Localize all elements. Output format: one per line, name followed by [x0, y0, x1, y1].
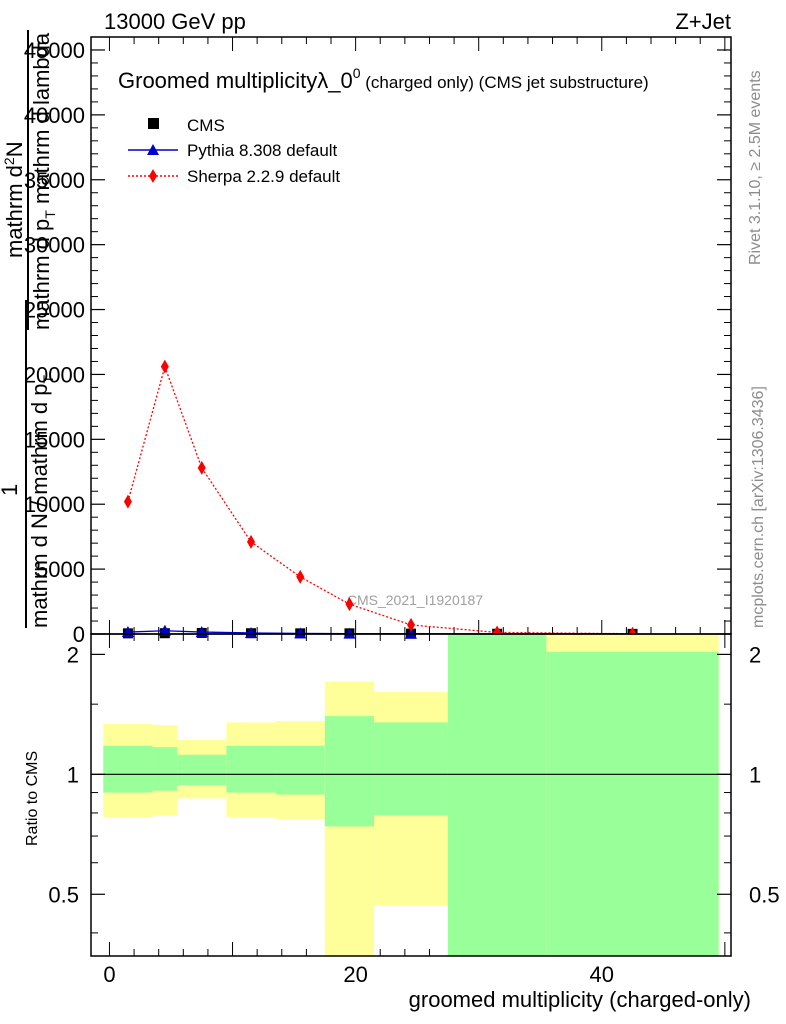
legend-label-pythia: Pythia 8.308 default	[187, 141, 338, 160]
main-ylabel: mathrm d2N mathrm d pT mathrm d lambda 1…	[0, 30, 58, 628]
ylabel-prefactor-num: 1	[0, 484, 22, 496]
ratio-ytick-label-right: 0.5	[749, 882, 780, 907]
ylabel-denominator: mathrm d pT mathrm d lambda	[29, 32, 58, 330]
pythia-data-point	[343, 627, 356, 639]
rivet-label: Rivet 3.1.10, ≥ 2.5M events	[747, 70, 764, 265]
ratio-ylabel: Ratio to CMS	[24, 751, 41, 846]
ratio-band-green	[177, 754, 227, 786]
ratio-band-green	[152, 747, 178, 791]
x-tick-label: 20	[343, 962, 367, 987]
ratio-ytick-label: 2	[67, 642, 79, 667]
main-ytick-label: 35000	[24, 168, 85, 193]
sherpa-data-point	[197, 460, 206, 475]
ratio-ytick-label-right: 1	[749, 762, 761, 787]
main-ytick-label: 40000	[24, 103, 85, 128]
ylabel-numerator: mathrm d2N	[1, 141, 27, 258]
legend-label-sherpa: Sherpa 2.2.9 default	[187, 167, 340, 186]
energy-label: 13000 GeV pp	[104, 9, 246, 34]
main-plot-marks: 0 5000 10000 15000 20000 25000 30000 35000 40000…	[24, 37, 731, 647]
ratio-band-green	[374, 722, 448, 816]
ratio-band-green	[103, 745, 153, 793]
pythia-data-point	[158, 624, 171, 636]
legend-marker-sherpa	[149, 169, 157, 183]
pythia-data-point	[245, 626, 257, 638]
main-ytick-label: 5000	[36, 557, 85, 582]
analysis-watermark: CMS_2021_I1920187	[347, 592, 483, 608]
sherpa-data-point	[407, 617, 415, 632]
pythia-data-point	[294, 627, 307, 639]
chart-title: Groomed multiplicityλ_00 (charged only) …	[118, 65, 649, 93]
x-tick-label: 40	[590, 962, 614, 987]
ratio-band-green	[275, 745, 325, 795]
sherpa-data-point	[296, 569, 305, 584]
ratio-band-green	[546, 651, 719, 956]
legend-marker-cms	[148, 118, 159, 129]
main-ytick-label: 10000	[24, 492, 85, 517]
sherpa-data-point	[160, 359, 169, 374]
ratio-plot-marks: 0.5 0.51 12 20 20 40	[48, 634, 780, 987]
ratio-band-green	[226, 745, 276, 793]
ylabel-prefactor-den: mathrm d N / mathrm d pT	[27, 374, 56, 628]
main-ytick-label: 45000	[24, 38, 85, 63]
mcplots-label: mcplots.cern.ch [arXiv:1306.3436]	[750, 386, 767, 628]
ratio-ytick-label: 1	[67, 762, 79, 787]
ratio-band-green	[447, 634, 547, 956]
main-ytick-label: 20000	[24, 362, 85, 387]
sherpa-data-point	[123, 494, 132, 509]
main-ytick-label: 30000	[24, 233, 85, 258]
ratio-band-green	[324, 716, 375, 827]
sherpa-data-point	[247, 534, 255, 549]
legend-label-cms: CMS	[187, 116, 225, 135]
main-ytick-label: 0	[73, 622, 85, 647]
legend-marker-pythia	[147, 144, 159, 155]
x-tick-label: 0	[103, 962, 115, 987]
process-label: Z+Jet	[675, 9, 731, 34]
ratio-plot-frame	[90, 633, 732, 957]
x-axis-label: groomed multiplicity (charged-only)	[409, 987, 751, 1012]
ratio-ytick-label-right: 2	[749, 642, 761, 667]
main-ytick-label: 15000	[24, 427, 85, 452]
sherpa-data-point	[345, 597, 354, 612]
ratio-ytick-label: 0.5	[48, 882, 79, 907]
legend: CMS Pythia 8.308 default Sherpa 2.2.9 de…	[128, 116, 340, 186]
main-ytick-label: 25000	[24, 298, 85, 323]
